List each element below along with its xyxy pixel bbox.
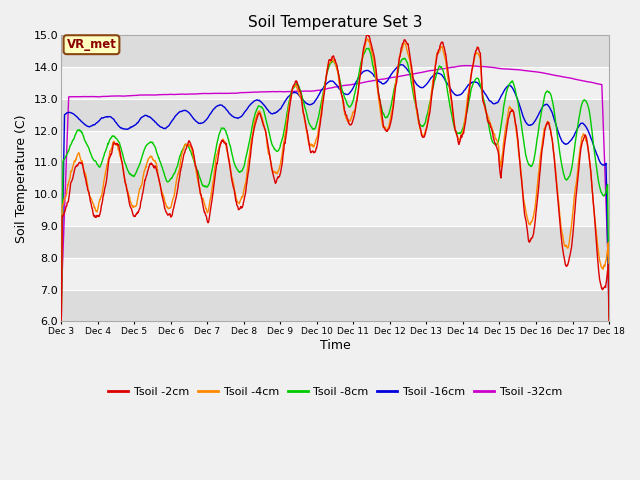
Bar: [61, 67, 609, 99]
Bar: [61, 36, 609, 67]
Bar: [61, 258, 609, 289]
Legend: Tsoil -2cm, Tsoil -4cm, Tsoil -8cm, Tsoil -16cm, Tsoil -32cm: Tsoil -2cm, Tsoil -4cm, Tsoil -8cm, Tsoi…: [104, 383, 566, 401]
Bar: [61, 131, 609, 162]
Bar: [61, 99, 609, 131]
X-axis label: Time: Time: [320, 338, 351, 352]
Bar: [61, 289, 609, 321]
Y-axis label: Soil Temperature (C): Soil Temperature (C): [15, 114, 28, 242]
Title: Soil Temperature Set 3: Soil Temperature Set 3: [248, 15, 422, 30]
Text: VR_met: VR_met: [67, 38, 116, 51]
Bar: [61, 194, 609, 226]
Bar: [61, 162, 609, 194]
Bar: [61, 226, 609, 258]
